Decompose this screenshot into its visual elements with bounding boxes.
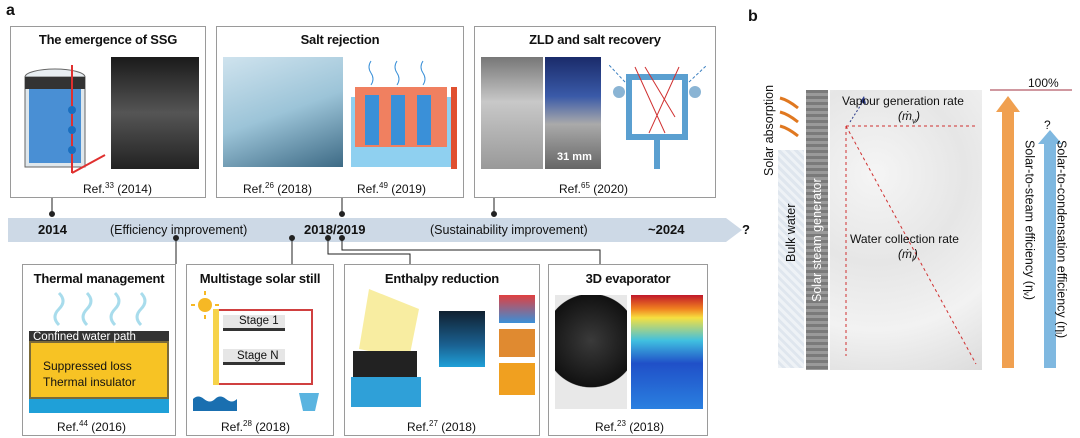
water-collection-symbol: (ṁl) <box>898 247 918 264</box>
box-title: Thermal management <box>33 271 165 286</box>
condensation-efficiency-arrow <box>1038 130 1062 368</box>
still-left-wall <box>213 309 219 385</box>
insulator-block <box>29 341 169 399</box>
salt-crystal-closeup-photo <box>545 57 601 169</box>
timeline-middle-year: 2018/2019 <box>304 222 366 237</box>
box-emergence-ssg: The emergence of SSG Ref.33 (2014) <box>10 26 206 198</box>
bulk-water-label: Bulk water <box>784 203 798 262</box>
timeline-start-year: 2014 <box>38 222 67 237</box>
box-zld-salt-recovery: ZLD and salt recovery 31 mm Ref.65 (2020… <box>474 26 716 198</box>
thermal-image <box>631 295 703 409</box>
enthalpy-diagram-middle <box>439 311 485 367</box>
percent-label: 100% <box>1028 76 1059 90</box>
salt-crystal-photo <box>481 57 543 169</box>
box-title: Enthalpy reduction <box>384 271 500 286</box>
3d-evaporator-photo <box>555 295 627 409</box>
enthalpy-diagram-middle-right <box>499 329 535 357</box>
ref-label: Ref.23 (2018) <box>595 419 664 434</box>
ref-label: Ref.49 (2019) <box>357 181 426 196</box>
vapour-generation-symbol: (ṁv) <box>898 109 920 126</box>
hydrogel-evaporator-illustration <box>351 289 421 407</box>
box-salt-rejection: Salt rejection Ref.26 (2018) Ref.49 (201… <box>216 26 464 198</box>
absorber-layer <box>29 331 169 343</box>
box-title: 3D evaporator <box>585 271 671 286</box>
box-title: The emergence of SSG <box>38 32 178 47</box>
thermal-insulator-label: Thermal insulator <box>43 375 136 389</box>
incoming-light-arrows <box>779 96 799 138</box>
stage-one-block <box>223 315 285 331</box>
water-waves-icon <box>193 396 237 411</box>
stage-n-block <box>223 349 285 365</box>
salt-rejection-diagram <box>351 60 457 169</box>
box-title: ZLD and salt recovery <box>529 32 661 47</box>
timeline-connectors <box>49 198 601 264</box>
box-title: Multistage solar still <box>199 271 321 286</box>
timeline-phase-efficiency: (Efficiency improvement) <box>110 223 248 237</box>
rate-diagram <box>845 96 977 365</box>
stage-n-label: Stage N <box>237 350 279 362</box>
confined-water-path-label: Confined water path <box>33 331 136 343</box>
timeline-question: ? <box>742 222 750 237</box>
timeline-end-year: ~2024 <box>648 222 685 237</box>
water-collection-rate-label: Water collection rate <box>850 232 959 246</box>
collection-cup-icon <box>299 393 319 411</box>
suppressed-loss-label: Suppressed loss <box>43 359 132 373</box>
ref-label: Ref.44 (2016) <box>57 419 126 434</box>
ref-label: Ref.33 (2014) <box>83 181 152 196</box>
steam-wisps-icon <box>53 291 147 327</box>
salt-rejection-photo <box>223 57 343 167</box>
bulk-water-region <box>778 150 804 368</box>
ref-label: Ref.26 (2018) <box>243 181 312 196</box>
solar-to-steam-efficiency-text: Solar-to-steam efficiency (ηv) <box>1022 140 1037 301</box>
ssg-beaker-illustration <box>24 65 106 174</box>
enthalpy-diagram-bottom-right <box>499 363 535 395</box>
panel-b-label: b <box>748 8 758 25</box>
efficiency-arrows <box>990 89 1072 368</box>
condensation-question-mark: ? <box>1044 118 1051 132</box>
ref-label: Ref.28 (2018) <box>221 419 290 434</box>
solar-absorption-label: Solar absorption <box>762 84 776 176</box>
solar-steam-generator-bar <box>806 90 828 370</box>
ref-label: Ref.65 (2020) <box>559 181 628 196</box>
box-title: Salt rejection <box>300 32 380 47</box>
sun-icon <box>191 291 219 319</box>
panel-a-label: a <box>6 2 15 19</box>
vapour-generation-rate-label: Vapour generation rate <box>842 94 964 108</box>
condensation-chamber <box>830 90 982 370</box>
stage-one-label: Stage 1 <box>239 315 279 327</box>
box-3d-evaporator: 3D evaporator Ref.23 (2018) <box>548 264 708 436</box>
box-enthalpy-reduction: Enthalpy reduction Ref.27 (2018) <box>344 264 540 436</box>
ref-label: Ref.27 (2018) <box>407 419 476 434</box>
solar-steam-generator-label: Solar steam generator <box>810 178 824 302</box>
solar-to-condensation-efficiency-text: Solar-to-condensation efficiency (ηl) <box>1054 140 1069 339</box>
box-thermal-management: Thermal management Confined water path S… <box>22 264 176 436</box>
ssg-beaker-photo <box>111 57 199 169</box>
enthalpy-diagram-top-right <box>499 295 535 323</box>
steam-efficiency-arrow <box>996 96 1020 368</box>
box-multistage-solar-still: Multistage solar still Stage 1 Stage N R… <box>186 264 334 436</box>
water-base <box>29 399 169 413</box>
scale-bar-label: 31 mm <box>557 151 592 163</box>
zld-diagram <box>608 64 708 169</box>
timeline-phase-sustainability: (Sustainability improvement) <box>430 223 588 237</box>
timeline-arrow <box>8 218 742 242</box>
